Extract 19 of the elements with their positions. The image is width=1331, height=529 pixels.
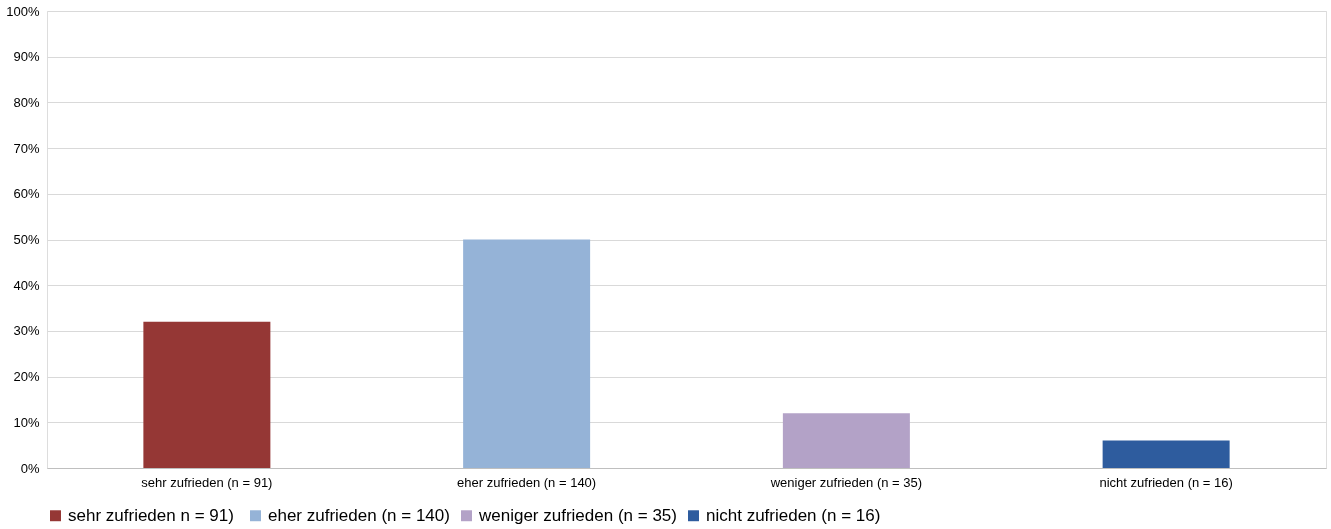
y-tick-label: 70% — [13, 140, 40, 156]
y-tick-label: 50% — [13, 232, 40, 247]
y-tick-label: 30% — [13, 323, 40, 339]
y-tick-label: 20% — [13, 369, 40, 385]
x-tick-label: weniger zufrieden (n = 35) — [769, 474, 923, 490]
y-tick-label: 10% — [13, 414, 40, 430]
y-tick-label: 0% — [20, 460, 40, 476]
x-tick-label: nicht zufrieden (n = 16) — [1099, 474, 1233, 490]
legend-label: sehr zufrieden n = 91) — [68, 505, 234, 525]
y-tick-label: 60% — [13, 186, 40, 202]
legend-label: weniger zufrieden (n = 35) — [478, 505, 677, 525]
legend-label: eher zufrieden (n = 140) — [268, 505, 450, 525]
x-tick-label: sehr zufrieden (n = 91) — [141, 474, 273, 490]
legend-label: nicht zufrieden (n = 16) — [706, 505, 881, 525]
y-tick-label: 90% — [13, 49, 40, 65]
y-tick-label: 80% — [13, 94, 40, 110]
y-tick-label: 100% — [6, 3, 40, 19]
x-tick-label: eher zufrieden (n = 140) — [457, 474, 597, 490]
y-tick-label: 40% — [13, 277, 40, 293]
